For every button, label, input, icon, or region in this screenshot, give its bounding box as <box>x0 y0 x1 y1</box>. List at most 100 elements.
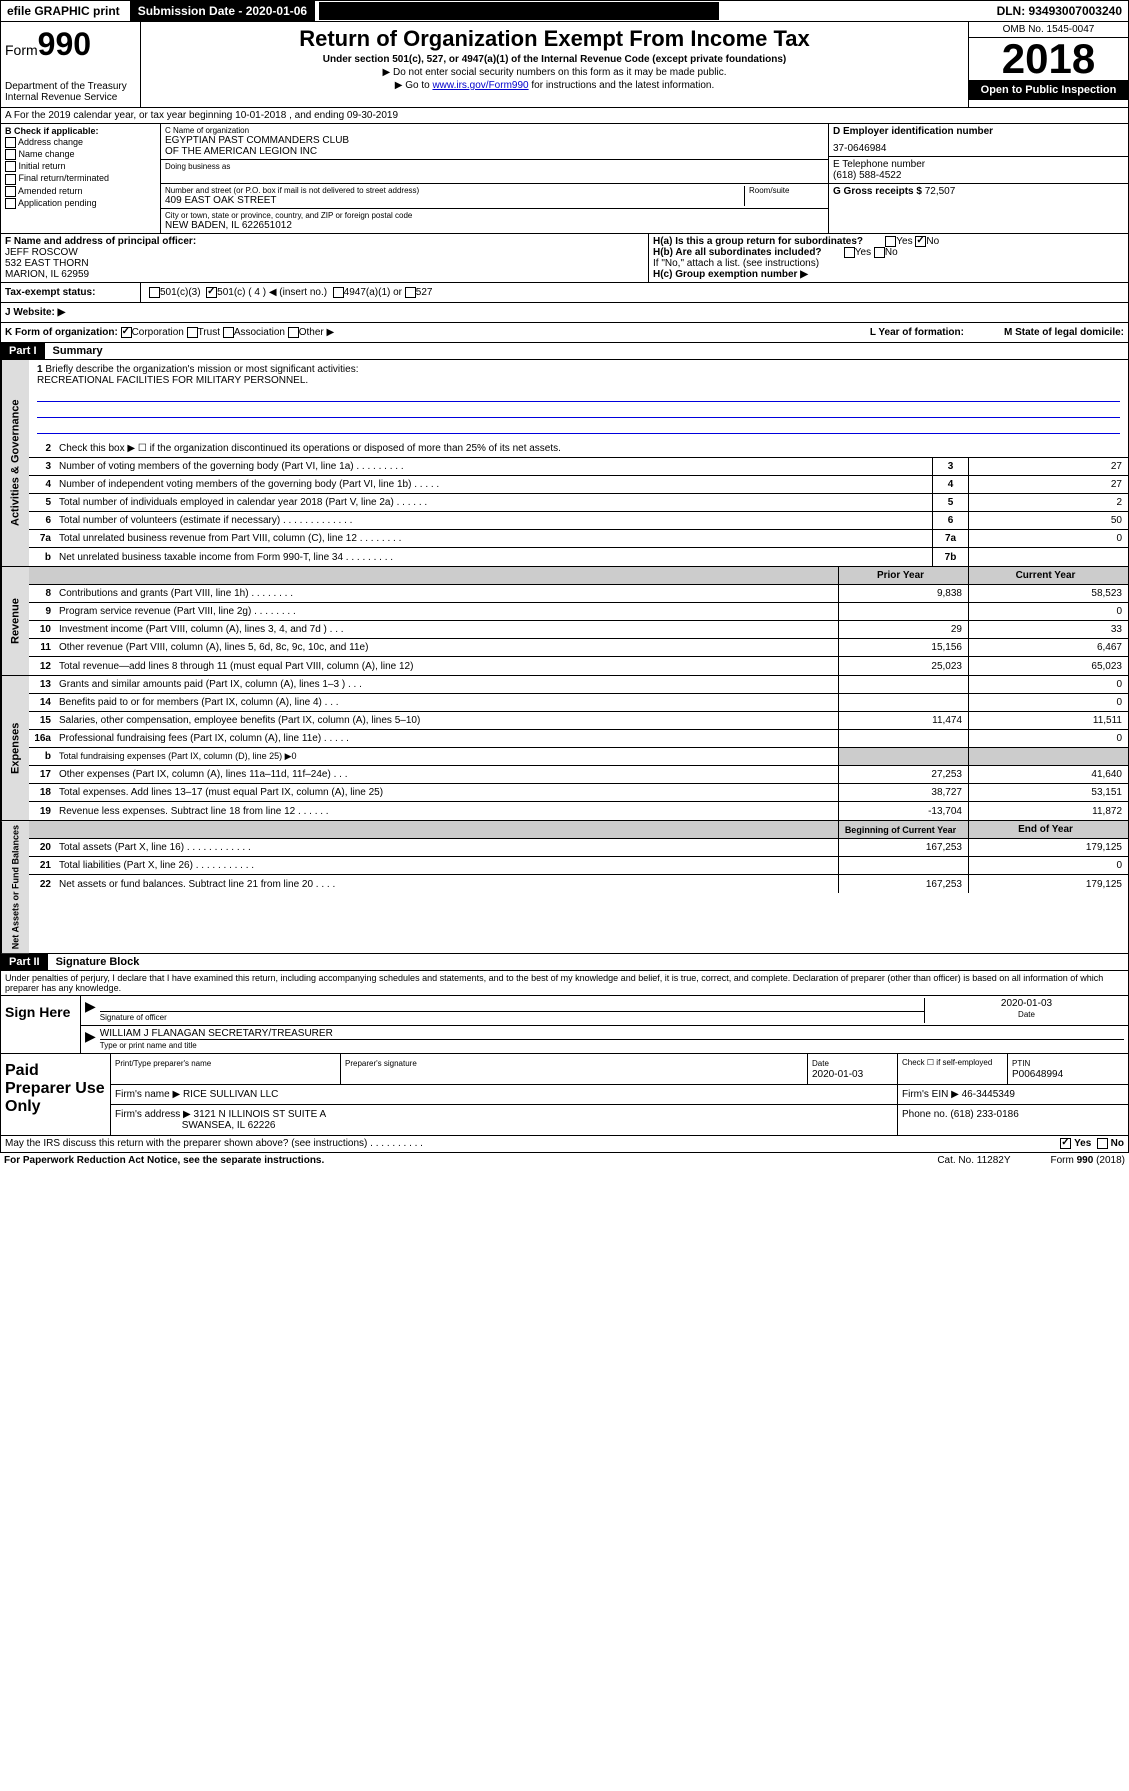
chk-discuss-no[interactable] <box>1097 1138 1108 1149</box>
p17: 27,253 <box>838 766 968 783</box>
prep-date-hdr: Date <box>812 1059 829 1068</box>
paid-preparer-label: Paid Preparer Use Only <box>1 1054 111 1135</box>
line-16a: Professional fundraising fees (Part IX, … <box>57 731 838 746</box>
prior-year-hdr: Prior Year <box>838 567 968 584</box>
line-16b: Total fundraising expenses (Part IX, col… <box>57 749 838 764</box>
p10: 29 <box>838 621 968 638</box>
c18: 53,151 <box>968 784 1128 801</box>
gross-label: G Gross receipts $ <box>833 186 922 197</box>
p20: 167,253 <box>838 839 968 856</box>
row-a-tax-year: A For the 2019 calendar year, or tax yea… <box>0 108 1129 124</box>
lbl-501c3: 501(c)(3) <box>160 287 201 298</box>
note-link-pre: ▶ Go to <box>395 80 433 91</box>
form-title: Return of Organization Exempt From Incom… <box>149 26 960 52</box>
firm-city: SWANSEA, IL 62226 <box>182 1120 276 1131</box>
chk-501c[interactable] <box>206 287 217 298</box>
officer-addr2: MARION, IL 62959 <box>5 269 644 280</box>
sig-date-label: Date <box>1018 1010 1035 1019</box>
p14 <box>838 694 968 711</box>
chk-corp[interactable] <box>121 327 132 338</box>
expenses-label: Expenses <box>1 676 29 820</box>
revenue-label: Revenue <box>1 567 29 675</box>
p9 <box>838 603 968 620</box>
line-4: Number of independent voting members of … <box>57 477 932 492</box>
officer-name: JEFF ROSCOW <box>5 247 644 258</box>
sign-here-label: Sign Here <box>1 996 81 1053</box>
room-label: Room/suite <box>749 186 824 195</box>
irs-link[interactable]: www.irs.gov/Form990 <box>432 80 528 91</box>
chk-application-pending[interactable]: Application pending <box>5 198 156 209</box>
val-5: 2 <box>968 494 1128 511</box>
state-domicile-label: M State of legal domicile: <box>1004 327 1124 338</box>
p8: 9,838 <box>838 585 968 602</box>
lbl-trust: Trust <box>198 327 220 338</box>
c9: 0 <box>968 603 1128 620</box>
line-5: Total number of individuals employed in … <box>57 495 932 510</box>
line-6: Total number of volunteers (estimate if … <box>57 513 932 528</box>
street-label: Number and street (or P.O. box if mail i… <box>165 186 744 195</box>
note-ssn: ▶ Do not enter social security numbers o… <box>149 67 960 78</box>
note-link: ▶ Go to www.irs.gov/Form990 for instruct… <box>149 80 960 91</box>
open-public-badge: Open to Public Inspection <box>969 80 1128 100</box>
prep-date: 2020-01-03 <box>812 1069 863 1080</box>
chk-assoc[interactable] <box>223 327 234 338</box>
line-2: Check this box ▶ ☐ if the organization d… <box>57 441 1128 456</box>
chk-other[interactable] <box>288 327 299 338</box>
officer-addr1: 532 EAST THORN <box>5 258 644 269</box>
chk-amended[interactable]: Amended return <box>5 186 156 197</box>
officer-print-name: WILLIAM J FLANAGAN SECRETARY/TREASURER <box>100 1028 1124 1040</box>
val-6: 50 <box>968 512 1128 529</box>
p16a <box>838 730 968 747</box>
chk-501c3[interactable] <box>149 287 160 298</box>
c17: 41,640 <box>968 766 1128 783</box>
c22: 179,125 <box>968 875 1128 893</box>
form-subtitle: Under section 501(c), 527, or 4947(a)(1)… <box>149 54 960 65</box>
chk-final-return[interactable]: Final return/terminated <box>5 173 156 184</box>
sig-officer-label: Signature of officer <box>100 1013 167 1022</box>
p18: 38,727 <box>838 784 968 801</box>
p12: 25,023 <box>838 657 968 675</box>
part1-header: Part I <box>1 343 45 359</box>
part1-title: Summary <box>45 345 103 357</box>
mission-text: RECREATIONAL FACILITIES FOR MILITARY PER… <box>37 375 308 386</box>
chk-527[interactable] <box>405 287 416 298</box>
p19: -13,704 <box>838 802 968 820</box>
hb-row: H(b) Are all subordinates included? Yes … <box>653 247 1124 258</box>
line-13: Grants and similar amounts paid (Part IX… <box>57 677 838 692</box>
c21: 0 <box>968 857 1128 874</box>
chk-discuss-yes[interactable] <box>1060 1138 1071 1149</box>
line-9: Program service revenue (Part VIII, line… <box>57 604 838 619</box>
chk-initial-return[interactable]: Initial return <box>5 161 156 172</box>
firm-name-label: Firm's name ▶ <box>115 1089 180 1100</box>
firm-addr-label: Firm's address ▶ <box>115 1109 191 1120</box>
submission-date-btn[interactable]: Submission Date - 2020-01-06 <box>130 1 315 21</box>
line-19: Revenue less expenses. Subtract line 18 … <box>57 804 838 819</box>
line-18: Total expenses. Add lines 13–17 (must eq… <box>57 785 838 800</box>
chk-address-change[interactable]: Address change <box>5 137 156 148</box>
p21 <box>838 857 968 874</box>
line-14: Benefits paid to or for members (Part IX… <box>57 695 838 710</box>
chk-4947[interactable] <box>333 287 344 298</box>
chk-name-change[interactable]: Name change <box>5 149 156 160</box>
efile-label: efile GRAPHIC print <box>1 2 126 20</box>
ptin-hdr: PTIN <box>1012 1059 1030 1068</box>
arrow-icon: ▶ <box>85 998 96 1023</box>
lbl-527: 527 <box>416 287 433 298</box>
part2-title: Signature Block <box>48 956 140 968</box>
korg-label: K Form of organization: <box>5 327 118 338</box>
line-20: Total assets (Part X, line 16) . . . . .… <box>57 840 838 855</box>
gross-value: 72,507 <box>925 186 956 197</box>
end-year-hdr: End of Year <box>968 821 1128 838</box>
org-name-1: EGYPTIAN PAST COMMANDERS CLUB <box>165 135 824 146</box>
line-11: Other revenue (Part VIII, column (A), li… <box>57 640 838 655</box>
ptin-value: P00648994 <box>1012 1069 1063 1080</box>
header-center: Return of Organization Exempt From Incom… <box>141 22 968 107</box>
tax-year: 2018 <box>969 38 1128 80</box>
street-value: 409 EAST OAK STREET <box>165 195 744 206</box>
form-prefix: Form <box>5 42 38 58</box>
tax-status-label: Tax-exempt status: <box>1 283 141 302</box>
chk-trust[interactable] <box>187 327 198 338</box>
org-name-label: C Name of organization <box>165 126 824 135</box>
line-15: Salaries, other compensation, employee b… <box>57 713 838 728</box>
col-b-checkboxes: B Check if applicable: Address change Na… <box>1 124 161 233</box>
